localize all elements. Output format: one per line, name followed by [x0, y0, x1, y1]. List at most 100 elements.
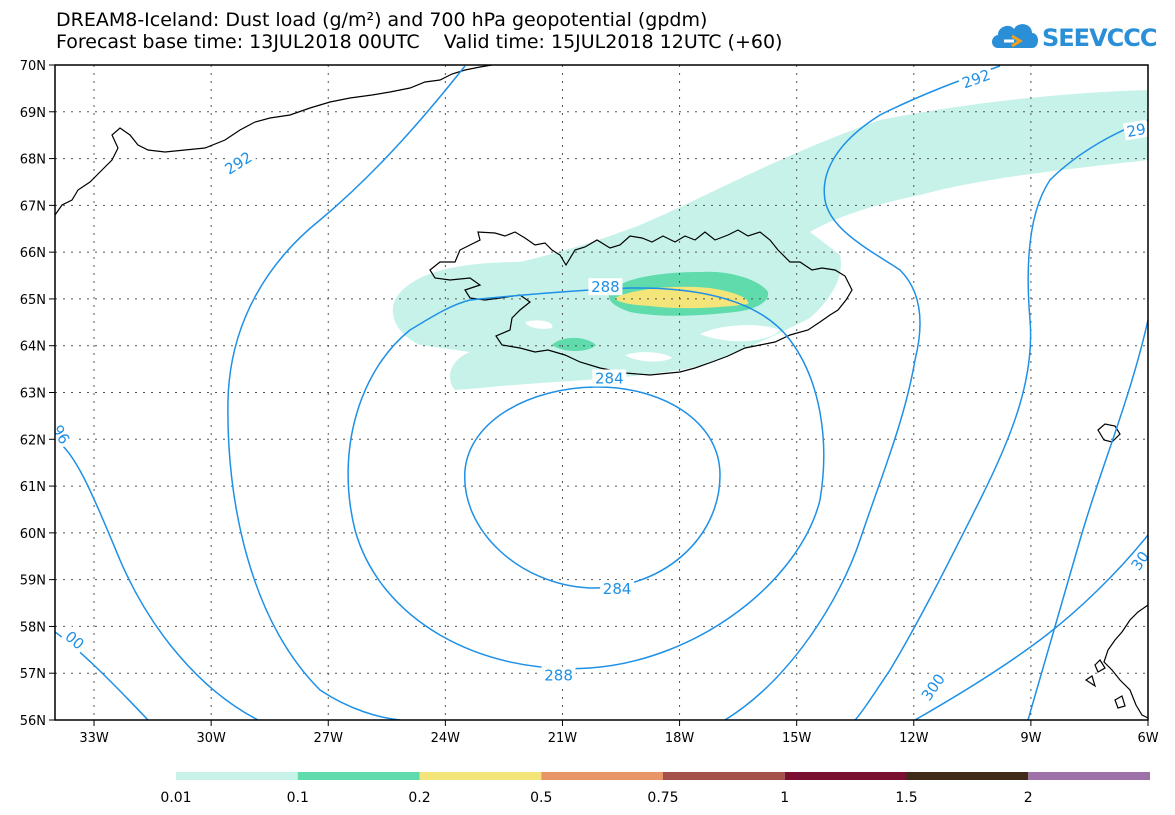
- cloud-icon: [992, 24, 1038, 48]
- legend-swatch: [176, 772, 298, 780]
- lon-tick-label: 9W: [1020, 731, 1041, 746]
- contour-label-text: 00: [61, 627, 87, 653]
- legend-label: 0.1: [287, 790, 309, 806]
- contour-288: [347, 287, 825, 670]
- legend-swatch: [419, 772, 542, 780]
- scotland-islands-coastline: [1084, 659, 1126, 709]
- legend-label: 2: [1024, 790, 1033, 806]
- coastlines: [55, 65, 1148, 719]
- faroe-islands-coastline: [1097, 423, 1121, 443]
- contour-label: 288: [541, 666, 576, 685]
- contour-label-text: 288: [591, 278, 620, 296]
- lat-tick-label: 65N: [20, 293, 46, 308]
- dust-gap-3: [525, 320, 553, 329]
- graticule: [55, 65, 1148, 720]
- legend-label: 0.5: [530, 790, 552, 806]
- lon-tick-label: 27W: [314, 731, 344, 746]
- legend-label: 1: [780, 790, 789, 806]
- contour-label-text: 288: [544, 667, 573, 685]
- geopotential-contours: [55, 65, 1148, 720]
- contour-296: [55, 439, 259, 720]
- legend-label: 0.75: [647, 790, 678, 806]
- contour-label-text: 284: [595, 369, 624, 387]
- legend-label: 0.01: [160, 790, 191, 806]
- contour-label-bg: [1125, 545, 1148, 576]
- legend-swatch: [541, 772, 663, 780]
- lat-tick-label: 57N: [20, 667, 46, 682]
- logo-text: SEEVCCC: [1042, 24, 1157, 52]
- contour-label-bg: [600, 580, 635, 597]
- dust-gap-2: [625, 352, 672, 362]
- lon-tick-label: 6W: [1137, 731, 1158, 746]
- contour-label-bg: [55, 419, 75, 449]
- lat-tick-label: 63N: [20, 387, 46, 402]
- map-subtitle: Forecast base time: 13JUL2018 00UTC Vali…: [56, 31, 783, 53]
- contour-292-north: [724, 65, 1001, 720]
- legend-label: 1.5: [895, 790, 917, 806]
- contour-label-text: 96: [48, 422, 73, 448]
- contour-304-east: [1027, 319, 1148, 720]
- contour-label-text: 30: [1127, 548, 1153, 574]
- contour-label: 96: [48, 419, 75, 449]
- lat-tick-label: 58N: [20, 620, 46, 635]
- contour-label: 300: [916, 668, 950, 706]
- lon-tick-label: 24W: [431, 731, 461, 746]
- lon-tick-label: 30W: [196, 731, 226, 746]
- contour-label: 00: [60, 625, 90, 655]
- contour-label: 288: [588, 278, 623, 296]
- contour-label-bg: [541, 666, 576, 684]
- contour-292-east: [854, 119, 1148, 720]
- lat-tick-label: 70N: [20, 59, 46, 74]
- contour-label: 292: [957, 65, 995, 93]
- contour-label: 284: [592, 369, 627, 387]
- map-plot-area: 292 292 29 288 284 284 288 96 00 300 30: [48, 65, 1153, 720]
- contour-label-bg: [60, 625, 90, 655]
- contour-300-east: [914, 534, 1148, 720]
- legend-swatch: [1028, 772, 1150, 780]
- seevccc-logo: SEEVCCC: [990, 14, 1157, 60]
- lat-tick-label: 66N: [20, 246, 46, 261]
- contour-label: 292: [219, 146, 258, 180]
- contour-292-west: [227, 65, 466, 720]
- legend-swatch: [297, 772, 420, 780]
- legend-label: 0.2: [408, 790, 430, 806]
- iceland-coastline: [429, 229, 853, 376]
- contour-label-bg: [219, 146, 258, 180]
- scotland-coastline: [1103, 604, 1148, 719]
- contour-label-bg: [957, 65, 995, 93]
- greenland-coastline: [55, 65, 493, 216]
- legend-swatch: [663, 772, 785, 780]
- lat-tick-label: 61N: [20, 480, 46, 495]
- lon-tick-label: 12W: [899, 731, 929, 746]
- lat-tick-label: 62N: [20, 433, 46, 448]
- axes: 33W 30W 27W 24W 21W 18W 15W 12W 9W 6W 70N 69N 68N 67N…: [20, 59, 1159, 746]
- lat-tick-label: 68N: [20, 153, 46, 168]
- lat-tick-label: 60N: [20, 527, 46, 542]
- dust-gap-1: [700, 325, 780, 342]
- dust-patch-high: [615, 286, 749, 309]
- legend-swatch: [784, 772, 907, 780]
- contour-label: 284: [600, 580, 635, 598]
- lat-tick-label: 67N: [20, 199, 46, 214]
- contour-label-bg: [916, 668, 950, 706]
- contour-label: 30: [1125, 545, 1153, 576]
- contour-label-text: 29: [1125, 120, 1147, 141]
- contour-label-text: 284: [603, 580, 632, 598]
- legend-swatch: [906, 772, 1029, 780]
- dust-patch-mid-small: [552, 337, 596, 352]
- contour-284: [464, 386, 721, 589]
- lon-tick-label: 21W: [548, 731, 578, 746]
- color-legend: 0.01 0.1 0.2 0.5 0.75 1 1.5 2: [160, 772, 1150, 806]
- contour-label-bg: [588, 278, 623, 296]
- lon-tick-label: 33W: [79, 731, 109, 746]
- contour-label-text: 292: [960, 66, 993, 93]
- lat-tick-label: 59N: [20, 574, 46, 589]
- contour-label: 29: [1122, 119, 1148, 141]
- lat-tick-label: 56N: [20, 714, 46, 729]
- lon-tick-label: 15W: [782, 731, 812, 746]
- lat-tick-label: 64N: [20, 340, 46, 355]
- contour-label-bg: [592, 369, 627, 387]
- lon-tick-label: 18W: [665, 731, 695, 746]
- map-title: DREAM8-Iceland: Dust load (g/m²) and 700…: [56, 9, 708, 31]
